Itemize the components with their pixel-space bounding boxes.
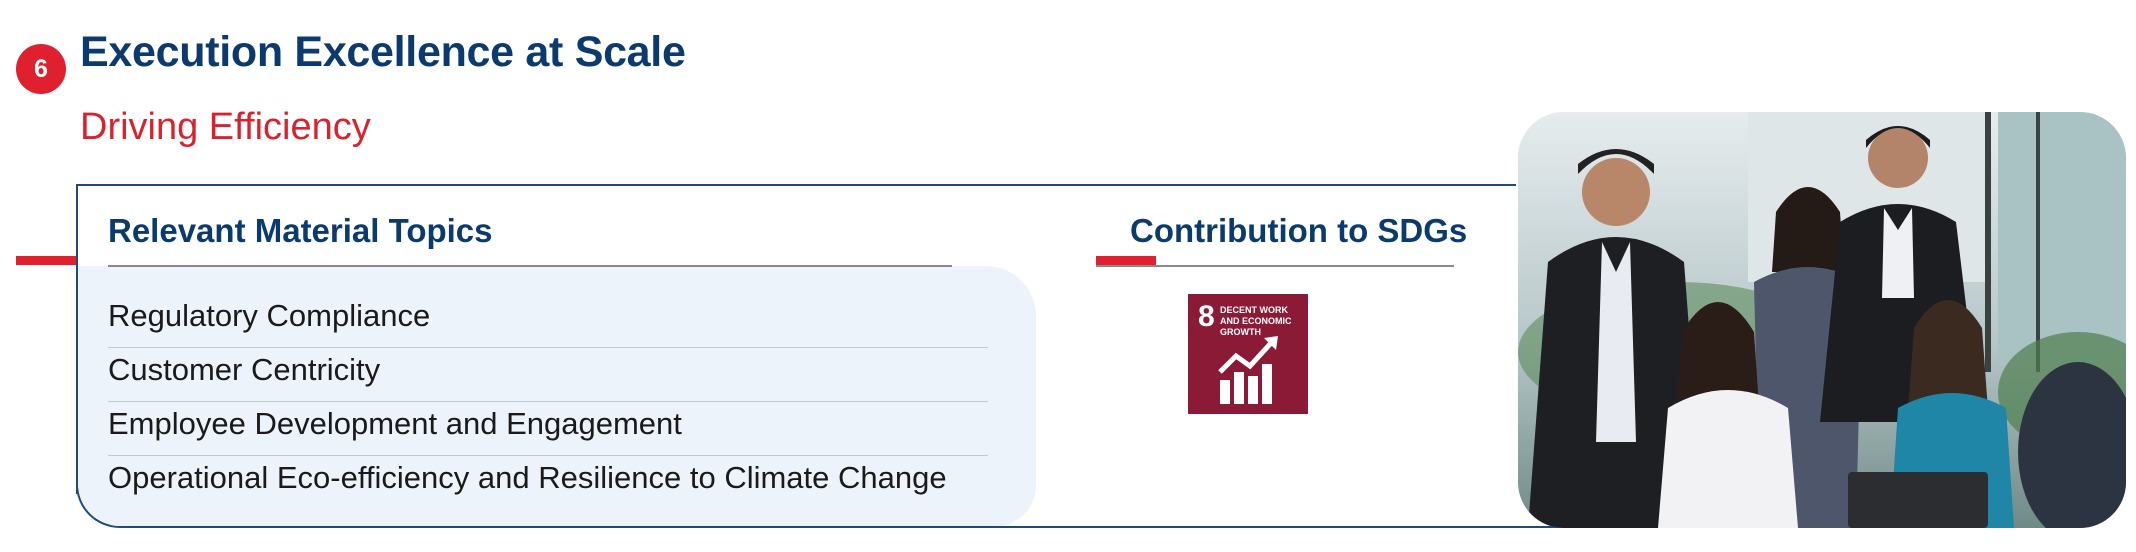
frame-bottom-border <box>76 462 1618 528</box>
team-of-colleagues-photo <box>1518 112 2126 528</box>
sdg-8-tile: 8 DECENT WORK AND ECONOMIC GROWTH <box>1188 294 1308 414</box>
sdg-heading-divider <box>1096 265 1454 267</box>
growth-chart-icon <box>1218 336 1278 404</box>
section-number-badge: 6 <box>16 44 66 94</box>
material-topic-item: Employee Development and Engagement <box>108 406 682 441</box>
material-topic-item: Operational Eco-efficiency and Resilienc… <box>108 460 947 495</box>
photo-illustration <box>1518 112 2126 528</box>
page-subtitle: Driving Efficiency <box>80 106 371 148</box>
sdg-goal-number: 8 <box>1198 300 1215 333</box>
frame-top-border <box>76 184 1516 186</box>
frame-left-border <box>76 184 78 494</box>
topic-divider <box>108 455 988 456</box>
material-topic-item: Customer Centricity <box>108 352 381 387</box>
sdg-heading: Contribution to SDGs <box>1130 212 1468 249</box>
sdg-accent-marker <box>1096 256 1156 265</box>
page-title: Execution Excellence at Scale <box>80 28 686 76</box>
sdg-goal-label: DECENT WORK AND ECONOMIC GROWTH <box>1220 305 1292 337</box>
topic-divider <box>108 401 988 402</box>
material-topics-panel <box>78 266 1036 526</box>
material-topics-heading: Relevant Material Topics <box>108 212 493 249</box>
heading-divider <box>108 265 952 267</box>
topic-divider <box>108 347 988 348</box>
material-topic-item: Regulatory Compliance <box>108 298 431 333</box>
accent-marker <box>16 256 76 265</box>
